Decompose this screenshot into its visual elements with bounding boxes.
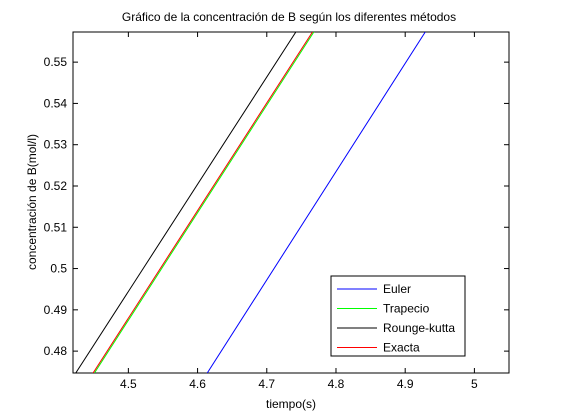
series-line-3 [92, 32, 313, 373]
x-tick-label: 4.7 [258, 377, 275, 391]
y-tick-label: 0.51 [44, 220, 68, 234]
legend-label-0: Euler [383, 282, 411, 296]
y-tick-label: 0.53 [44, 138, 68, 152]
y-tick-label: 0.48 [44, 344, 68, 358]
x-tick-label: 4.6 [189, 377, 206, 391]
legend-label-1: Trapecio [383, 302, 430, 316]
x-axis-ticks: 4.5 4.6 4.7 4.8 4.9 5 [120, 32, 478, 391]
y-tick-label: 0.5 [50, 262, 67, 276]
legend-label-2: Rounge-kutta [383, 321, 455, 335]
x-tick-label: 4.9 [397, 377, 414, 391]
y-axis-ticks: 0.48 0.49 0.5 0.51 0.52 0.53 0.54 0.55 [44, 55, 509, 358]
chart-title: Gráfico de la concentración de B según l… [122, 10, 456, 24]
y-tick-label: 0.52 [44, 179, 68, 193]
x-tick-label: 5 [471, 377, 478, 391]
legend: Euler Trapecio Rounge-kutta Exacta [330, 275, 466, 357]
y-axis-label: concentración de B(mol/l) [25, 134, 39, 270]
series-line-2 [75, 32, 297, 373]
y-tick-label: 0.54 [44, 96, 68, 110]
x-tick-label: 4.5 [120, 377, 137, 391]
y-tick-label: 0.55 [44, 55, 68, 69]
x-tick-label: 4.8 [328, 377, 345, 391]
series-line-1 [94, 32, 315, 373]
plot-axes: 4.5 4.6 4.7 4.8 4.9 5 0.48 0.49 0.5 0.51 0.52 0.53… [44, 31, 510, 391]
legend-label-3: Exacta [383, 341, 420, 355]
series-layer [75, 32, 426, 373]
legend-items: Euler Trapecio Rounge-kutta Exacta [337, 282, 455, 355]
series-line-0 [206, 32, 426, 373]
x-axis-label: tiempo(s) [266, 397, 316, 411]
y-tick-label: 0.49 [44, 303, 68, 317]
